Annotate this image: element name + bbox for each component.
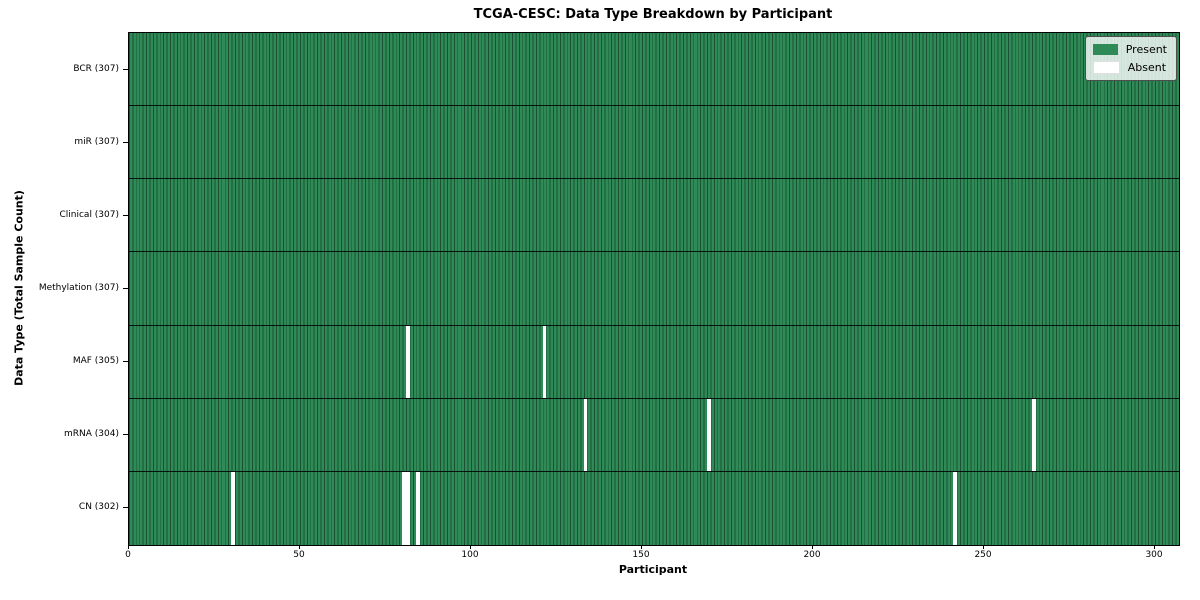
absent-cell	[231, 471, 236, 545]
y-tick-mark	[123, 434, 128, 436]
x-tick-mark	[299, 545, 300, 549]
x-tick-mark	[1154, 545, 1156, 549]
y-tick-mark	[123, 214, 128, 216]
y-tick-label: Clinical (307)	[59, 209, 119, 220]
y-tick-label: mRNA (304)	[64, 429, 119, 440]
heatmap-row	[129, 398, 1179, 472]
x-tick-label: 0	[125, 550, 131, 560]
absent-cell	[706, 398, 711, 471]
x-tick-label: 250	[974, 550, 992, 560]
x-tick-mark	[983, 545, 985, 549]
absent-cell	[1031, 398, 1036, 471]
y-tick-label: CN (302)	[78, 502, 119, 513]
heatmap-row	[129, 33, 1179, 107]
absent-cell	[953, 471, 957, 545]
heatmap-row	[129, 325, 1179, 399]
absent-cell	[405, 471, 410, 545]
heatmap-row	[129, 106, 1179, 180]
legend-swatch-absent-icon	[1092, 61, 1120, 74]
y-tick-mark	[123, 507, 128, 509]
x-tick-label: 300	[1145, 550, 1163, 560]
legend-entry-label: Present	[1125, 43, 1167, 56]
chart-title: TCGA-CESC: Data Type Breakdown by Partic…	[473, 7, 833, 22]
absent-cell	[542, 325, 547, 398]
y-tick-label: Methylation (307)	[38, 283, 119, 293]
y-tick-mark	[123, 68, 128, 70]
y-tick-mark	[123, 141, 128, 143]
absent-cell	[583, 398, 588, 471]
absent-cell	[405, 325, 410, 398]
absent-cell	[402, 471, 407, 545]
y-tick-mark	[123, 288, 128, 289]
legend-entry: Present	[1092, 43, 1167, 56]
x-tick-label: 150	[632, 550, 650, 560]
absent-cell	[416, 471, 420, 545]
x-axis-label: Participant	[618, 563, 688, 576]
heatmap-row	[129, 471, 1179, 545]
legend: Present Absent	[1084, 36, 1177, 81]
y-tick-label: BCR (307)	[73, 63, 119, 74]
x-tick-mark	[812, 545, 814, 549]
y-tick-label: miR (307)	[74, 136, 119, 147]
y-tick-label: MAF (305)	[72, 356, 119, 367]
x-tick-label: 100	[461, 550, 479, 560]
heatmap-plot-area	[128, 32, 1180, 546]
x-tick-mark	[128, 545, 129, 549]
legend-entry: Absent	[1092, 61, 1167, 74]
legend-swatch-present-icon	[1092, 44, 1118, 55]
x-tick-mark	[641, 545, 643, 549]
x-tick-label: 50	[293, 550, 305, 560]
heatmap-row	[129, 179, 1179, 253]
legend-entry-label: Absent	[1127, 61, 1167, 74]
x-tick-mark	[470, 545, 472, 549]
heatmap-row	[129, 252, 1179, 326]
y-tick-mark	[123, 361, 128, 363]
x-tick-label: 200	[803, 550, 821, 560]
